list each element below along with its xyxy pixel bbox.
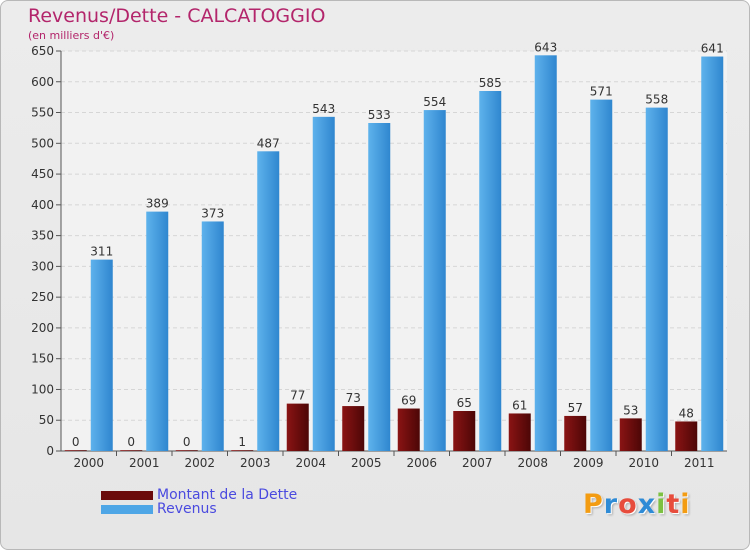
data-label-revenus: 543 — [312, 102, 335, 116]
logo-letter: x — [637, 489, 657, 520]
data-label-dette: 53 — [623, 403, 638, 417]
bar-dette — [397, 408, 420, 451]
data-label-dette: 0 — [127, 435, 135, 449]
data-label-dette: 0 — [72, 435, 80, 449]
legend-swatch-revenus — [101, 504, 153, 514]
data-label-dette: 48 — [679, 406, 694, 420]
data-label-dette: 65 — [457, 396, 472, 410]
y-tick-label: 150 — [31, 352, 54, 366]
data-label-revenus: 389 — [146, 197, 169, 211]
data-label-revenus: 373 — [201, 206, 224, 220]
y-tick-label: 0 — [46, 444, 54, 458]
logo-letter: o — [618, 489, 638, 520]
data-label-revenus: 554 — [423, 95, 446, 109]
bar-revenus — [423, 110, 446, 452]
x-tick-label: 2011 — [684, 456, 715, 470]
bar-revenus — [701, 56, 724, 452]
y-tick-label: 600 — [31, 75, 54, 89]
bar-dette — [564, 415, 587, 451]
logo-letter: t — [666, 489, 681, 520]
data-label-dette: 61 — [512, 398, 527, 412]
bar-dette — [453, 411, 476, 451]
y-tick-label: 50 — [39, 413, 54, 427]
data-label-revenus: 571 — [590, 85, 613, 99]
bar-revenus — [312, 116, 335, 451]
x-tick-label: 2009 — [573, 456, 604, 470]
x-tick-label: 2008 — [517, 456, 548, 470]
data-label-revenus: 641 — [701, 42, 724, 56]
legend-label-revenus: Revenus — [157, 501, 217, 517]
legend-swatch-dette — [101, 490, 153, 500]
bar-revenus — [534, 55, 557, 452]
x-tick-label: 2000 — [73, 456, 104, 470]
data-label-revenus: 558 — [645, 93, 668, 107]
chart-unit-label: (en milliers d'€) — [28, 29, 115, 42]
bar-revenus — [257, 151, 280, 452]
y-tick-label: 200 — [31, 321, 54, 335]
bar-dette — [508, 413, 531, 451]
chart-title: Revenus/Dette - CALCATOGGIO — [28, 5, 326, 27]
bar-revenus — [479, 91, 502, 451]
y-tick-label: 500 — [31, 136, 54, 150]
bar-dette — [286, 403, 309, 451]
bar-revenus — [590, 99, 613, 451]
data-label-dette: 0 — [183, 435, 191, 449]
bar-dette — [342, 406, 365, 451]
y-tick-label: 550 — [31, 106, 54, 120]
legend-item-revenus: Revenus — [101, 501, 217, 517]
x-tick-label: 2001 — [129, 456, 160, 470]
data-label-dette: 1 — [238, 435, 246, 449]
bar-revenus — [146, 211, 169, 451]
y-tick-label: 350 — [31, 229, 54, 243]
data-label-revenus: 311 — [90, 245, 113, 259]
legend-label-dette: Montant de la Dette — [157, 487, 298, 503]
data-label-dette: 57 — [568, 401, 583, 415]
y-tick-label: 450 — [31, 167, 54, 181]
data-label-revenus: 643 — [534, 40, 557, 54]
x-tick-label: 2007 — [462, 456, 493, 470]
data-label-revenus: 585 — [479, 76, 502, 90]
bar-revenus — [90, 259, 113, 451]
data-label-revenus: 533 — [368, 108, 391, 122]
data-label-dette: 73 — [346, 391, 361, 405]
logo-letter: i — [680, 489, 691, 520]
x-tick-label: 2005 — [351, 456, 382, 470]
data-label-revenus: 487 — [257, 136, 280, 150]
bar-revenus — [368, 123, 391, 451]
logo-letter: P — [583, 489, 604, 520]
bar-revenus — [201, 221, 224, 451]
logo-letter: i — [656, 489, 667, 520]
x-tick-label: 2003 — [240, 456, 271, 470]
x-tick-label: 2006 — [406, 456, 437, 470]
y-tick-label: 650 — [31, 44, 54, 58]
plot-area — [61, 51, 727, 451]
x-tick-label: 2004 — [295, 456, 326, 470]
bar-revenus — [645, 107, 668, 451]
proxiti-logo: Proxiti — [583, 489, 691, 520]
bar-dette — [619, 418, 642, 451]
bar-dette — [120, 450, 143, 451]
logo-letter: r — [603, 489, 619, 520]
y-tick-label: 250 — [31, 290, 54, 304]
x-tick-label: 2010 — [628, 456, 659, 470]
y-tick-label: 100 — [31, 382, 54, 396]
y-tick-label: 300 — [31, 259, 54, 273]
bar-dette — [64, 450, 87, 451]
bar-dette — [175, 450, 198, 451]
data-label-dette: 77 — [290, 389, 305, 403]
legend-item-dette: Montant de la Dette — [101, 487, 297, 503]
bar-dette — [231, 450, 254, 451]
data-label-dette: 69 — [401, 394, 416, 408]
x-tick-label: 2002 — [184, 456, 215, 470]
bar-dette — [675, 421, 698, 451]
y-tick-label: 400 — [31, 198, 54, 212]
